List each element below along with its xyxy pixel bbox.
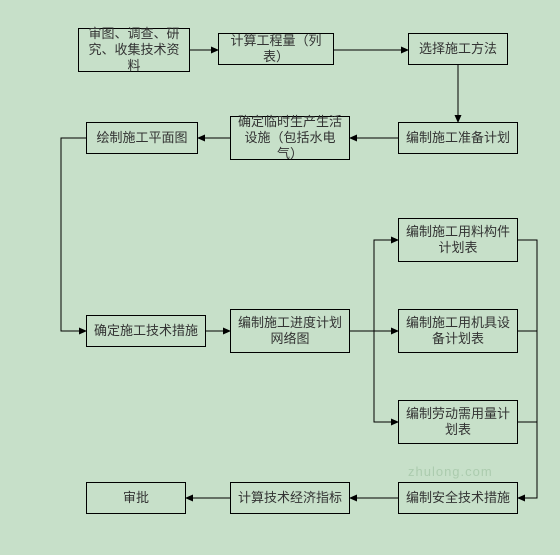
flow-node-n13: 计算技术经济指标 — [230, 482, 350, 514]
flow-edge — [374, 331, 398, 422]
watermark: zhulong.com — [408, 464, 493, 479]
flow-node-n2: 计算工程量（列表） — [218, 33, 334, 65]
flow-node-n8: 编制施工进度计划网络图 — [230, 309, 350, 353]
flow-node-n1: 审图、调查、研究、收集技术资料 — [78, 28, 190, 72]
flow-node-n5: 确定临时生产生活设施（包括水电气） — [230, 116, 350, 160]
flow-node-n7: 确定施工技术措施 — [86, 315, 206, 347]
flow-edge — [374, 240, 398, 331]
flow-node-n6: 绘制施工平面图 — [86, 122, 198, 154]
flow-node-n12: 编制安全技术措施 — [398, 482, 518, 514]
flow-node-n9: 编制施工用料构件计划表 — [398, 218, 518, 262]
flowchart-canvas: 审图、调查、研究、收集技术资料计算工程量（列表）选择施工方法编制施工准备计划确定… — [0, 0, 560, 555]
flow-edge — [518, 240, 537, 498]
flow-edge — [61, 138, 86, 331]
flow-node-n4: 编制施工准备计划 — [398, 122, 518, 154]
flow-node-n14: 审批 — [86, 482, 186, 514]
flow-node-n11: 编制劳动需用量计划表 — [398, 400, 518, 444]
flow-node-n3: 选择施工方法 — [408, 33, 508, 65]
flow-node-n10: 编制施工用机具设备计划表 — [398, 309, 518, 353]
